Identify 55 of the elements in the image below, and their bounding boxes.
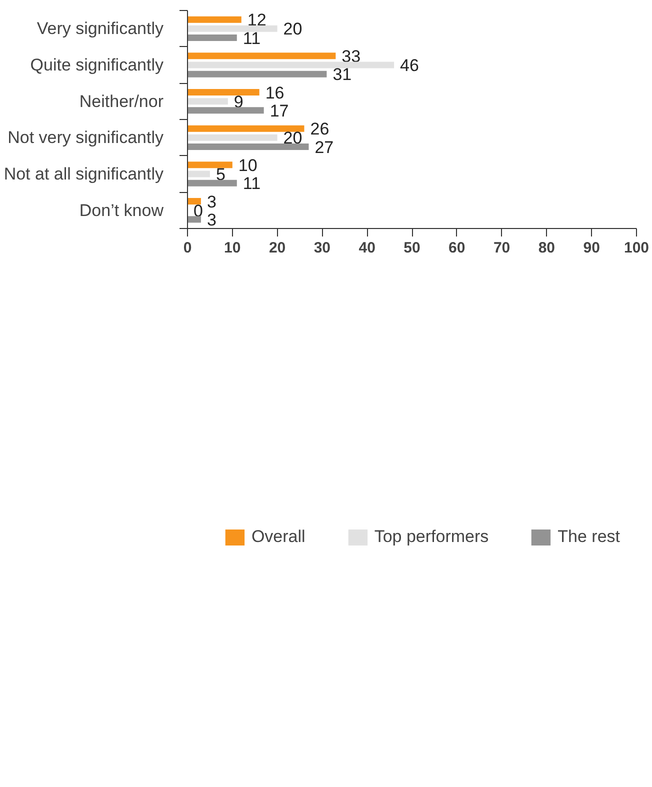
data-label: 11 <box>242 174 261 194</box>
data-label: 16 <box>265 83 284 102</box>
bar <box>188 134 278 141</box>
data-label: 46 <box>400 56 419 75</box>
bar <box>188 216 201 223</box>
legend-label: The rest <box>558 527 620 547</box>
legend-label: Overall <box>251 527 306 547</box>
bar <box>188 143 309 150</box>
x-tick-label: 30 <box>314 240 331 256</box>
y-tick-label: Quite significantly <box>30 56 164 74</box>
data-label: 10 <box>238 156 258 175</box>
data-label: 0 <box>194 201 203 220</box>
y-tick-label: Not at all significantly <box>4 164 164 184</box>
y-tick-label: Neither/nor <box>79 92 164 111</box>
x-tick-label: 70 <box>493 240 510 256</box>
bar <box>188 88 260 96</box>
data-label: 12 <box>247 10 266 30</box>
data-label: 17 <box>270 101 289 120</box>
data-label: 33 <box>342 46 361 66</box>
bar <box>188 180 237 186</box>
x-tick-label: 60 <box>448 240 466 256</box>
x-tick-label: 50 <box>404 240 420 256</box>
data-label: 31 <box>332 65 352 84</box>
x-tick-label: 80 <box>538 240 556 256</box>
data-label: 3 <box>206 192 216 212</box>
bar <box>188 16 242 23</box>
bar <box>188 198 201 205</box>
data-label: 5 <box>216 165 226 184</box>
y-tick-label: Not very significantly <box>8 128 164 148</box>
bar <box>188 25 278 32</box>
data-label: 3 <box>206 210 216 230</box>
bar <box>188 170 210 178</box>
data-label: 9 <box>234 92 244 112</box>
x-tick-label: 20 <box>268 240 286 256</box>
bar <box>188 34 237 42</box>
bar <box>188 52 336 60</box>
x-tick-label: 40 <box>358 240 376 256</box>
x-tick-label: 90 <box>583 240 600 256</box>
data-label: 26 <box>310 120 330 139</box>
data-label: 27 <box>314 138 334 157</box>
y-tick-label: Very significantly <box>36 19 164 38</box>
bar <box>188 125 304 132</box>
bar <box>188 98 228 105</box>
legend-label: Top performers <box>374 527 489 547</box>
data-label: 11 <box>242 28 261 48</box>
y-tick-label: Don’t know <box>79 200 164 220</box>
data-label: 20 <box>283 128 302 148</box>
x-tick-label: 100 <box>624 240 650 256</box>
bar <box>188 107 264 114</box>
x-tick-label: 0 <box>183 240 192 256</box>
bar <box>188 62 394 68</box>
data-label: 20 <box>283 20 302 39</box>
x-tick-label: 10 <box>224 240 241 256</box>
bar <box>188 162 232 168</box>
bar <box>188 70 327 78</box>
